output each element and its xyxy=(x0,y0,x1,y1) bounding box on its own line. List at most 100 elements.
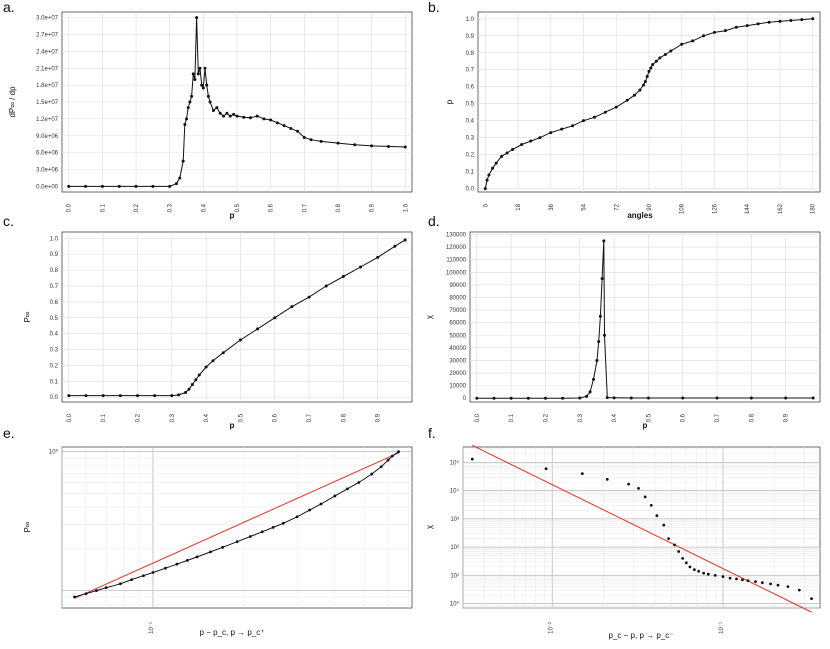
y-tick-label: 20000 xyxy=(449,371,466,377)
y-tick-label: 0.9 xyxy=(466,34,475,40)
y-tick-label: 0.3 xyxy=(50,348,59,354)
data-point xyxy=(649,503,653,507)
y-tick-label: 0.8 xyxy=(466,51,475,57)
data-point xyxy=(595,358,599,362)
data-point xyxy=(222,114,226,118)
data-point xyxy=(273,316,277,320)
x-tick-label: 0.0 xyxy=(67,203,73,212)
data-point xyxy=(543,396,547,400)
data-point xyxy=(397,450,400,454)
data-point xyxy=(324,284,328,288)
data-point xyxy=(403,145,407,149)
data-point xyxy=(475,396,479,400)
data-point xyxy=(647,69,651,73)
data-point xyxy=(275,121,279,125)
data-point xyxy=(209,550,212,554)
data-point xyxy=(592,377,596,381)
data-point xyxy=(487,173,491,177)
x-tick-label: 0.8 xyxy=(341,413,347,422)
data-point xyxy=(211,359,215,363)
data-point xyxy=(494,161,498,165)
data-point xyxy=(612,396,616,400)
y-tick-label: 10000 xyxy=(449,384,466,390)
data-point xyxy=(667,537,670,541)
data-point xyxy=(643,495,647,499)
data-point xyxy=(134,184,138,188)
data-point xyxy=(248,116,252,120)
y-tick-label: 0.1 xyxy=(50,379,59,385)
data-point xyxy=(578,396,582,400)
data-point xyxy=(235,540,239,544)
x-tick-label: 0.6 xyxy=(273,413,279,422)
data-point xyxy=(561,396,565,400)
data-point xyxy=(692,568,696,572)
data-point xyxy=(200,83,204,87)
data-point xyxy=(118,394,122,398)
data-point xyxy=(713,573,717,577)
x-tick-label: 0.1 xyxy=(100,203,106,212)
data-point xyxy=(353,143,357,147)
data-point xyxy=(370,472,374,476)
data-point xyxy=(177,393,181,397)
data-point xyxy=(153,394,157,398)
data-point xyxy=(549,131,553,135)
data-point xyxy=(638,88,642,92)
data-point xyxy=(95,589,98,593)
data-point xyxy=(529,139,533,143)
data-point xyxy=(186,106,190,110)
x-tick-label: 36 xyxy=(549,203,555,210)
data-point xyxy=(810,597,813,601)
data-point xyxy=(341,274,345,278)
panel-label: d. xyxy=(428,213,440,229)
data-point xyxy=(734,25,738,29)
x-tick-label: 0.8 xyxy=(749,413,755,422)
data-point xyxy=(643,80,647,84)
data-point xyxy=(345,487,349,491)
series-line xyxy=(484,18,813,189)
data-point xyxy=(706,572,710,576)
y-tick-label: 0.6 xyxy=(466,85,475,91)
data-point xyxy=(185,117,189,121)
y-tick-label: 0.0 xyxy=(466,187,475,193)
data-point xyxy=(100,184,104,188)
data-point xyxy=(319,139,323,143)
panel-label: c. xyxy=(3,213,14,229)
panel-label: e. xyxy=(3,425,15,441)
data-point xyxy=(642,83,646,87)
plot-frame xyxy=(469,231,821,403)
data-point xyxy=(175,562,179,566)
y-tick-label: 1.5e+07 xyxy=(36,100,59,106)
x-tick-label: 144 xyxy=(745,203,751,214)
data-point xyxy=(204,365,208,369)
y-tick-label: 60000 xyxy=(449,321,466,327)
data-point xyxy=(598,314,602,318)
data-point xyxy=(646,396,650,400)
x-axis-label: p xyxy=(643,421,648,430)
data-point xyxy=(769,582,772,586)
x-tick-label: 0.5 xyxy=(646,413,652,422)
data-point xyxy=(191,72,195,76)
x-tick-label: 0.1 xyxy=(101,413,107,422)
plot-frame xyxy=(61,446,413,609)
data-point xyxy=(582,119,586,123)
data-point xyxy=(235,114,239,118)
y-tick-label: 9.0e+06 xyxy=(36,134,59,140)
data-point xyxy=(262,117,266,121)
data-point xyxy=(84,184,88,188)
data-point xyxy=(183,123,187,126)
x-tick-label: 0.6 xyxy=(269,203,275,212)
data-point xyxy=(376,255,380,259)
data-point xyxy=(142,574,145,578)
x-tick-label: 0.2 xyxy=(543,413,549,422)
data-point xyxy=(526,396,530,400)
data-point xyxy=(336,141,340,145)
y-axis-label: P∞ xyxy=(23,521,32,532)
data-point xyxy=(289,126,293,130)
x-tick-label: 10⁻¹ xyxy=(149,622,155,634)
data-point xyxy=(333,494,337,498)
data-point xyxy=(614,105,618,109)
y-tick-label: 0.7 xyxy=(50,284,59,290)
data-point xyxy=(778,19,782,23)
data-point xyxy=(386,144,390,148)
data-point xyxy=(282,124,286,128)
